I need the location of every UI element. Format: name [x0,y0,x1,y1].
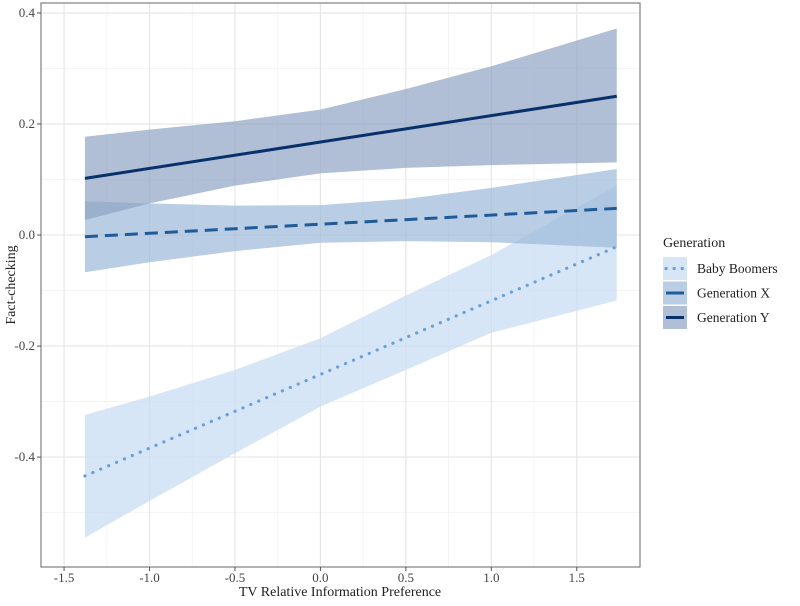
y-tick-label: -0.2 [14,338,35,353]
x-tick-label: 1.5 [569,570,585,585]
line-generation-y [84,94,617,180]
y-axis-label: Fact-checking [4,245,19,324]
legend-label: Generation Y [697,310,770,325]
series-lines [83,94,619,478]
legend: Generation Baby Boomers Generation X Gener… [663,236,778,329]
band-generation-y [84,28,617,221]
x-tick-label: 0.0 [312,570,328,585]
legend-label: Baby Boomers [697,261,778,276]
band-generation-x [84,168,617,273]
x-tick-label: -1.0 [139,570,160,585]
band-baby-boomers [84,185,617,538]
line-generation-x [84,206,617,239]
plot-panel-border [40,2,641,568]
confidence-bands [84,28,617,538]
x-axis-label: TV Relative Information Preference [239,585,441,600]
line-baby-boomers [83,245,619,478]
x-tick-label: -1.5 [54,570,75,585]
y-tick-label: -0.4 [14,449,35,464]
legend-label: Generation X [697,286,770,301]
x-axis-ticks: -1.5 -1.0 -0.5 0.0 0.5 1.0 1.5 [54,567,585,585]
y-tick-label: 0.2 [19,116,35,131]
legend-title: Generation [663,236,725,251]
x-tick-label: 0.5 [398,570,414,585]
x-tick-label: 1.0 [483,570,499,585]
y-tick-label: 0.4 [19,5,36,20]
y-tick-label: 0.0 [19,227,35,242]
y-axis-ticks: -0.4 -0.2 0.0 0.2 0.4 [14,5,41,464]
x-tick-label: -0.5 [225,570,246,585]
